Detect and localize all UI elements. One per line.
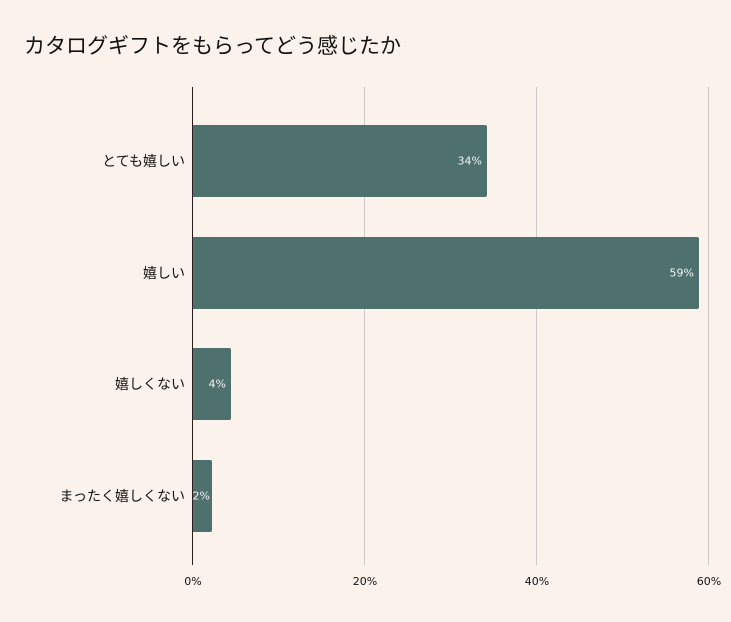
category-label: 嬉しくない [115,377,185,393]
x-tick-label: 40% [524,575,550,588]
plot-area: 34% 59% 4% 2% [192,87,709,565]
bar-happy: 59% [193,237,699,309]
bar-not-at-all-happy: 2% [193,460,212,532]
x-tick-label: 20% [352,575,378,588]
x-tick-label: 0% [184,575,202,588]
bar-not-happy: 4% [193,348,231,420]
category-label: まったく嬉しくない [59,489,185,505]
gridline-40 [536,87,537,565]
y-axis-line [192,87,193,565]
category-label: とても嬉しい [102,154,185,170]
bar-value-label: 2% [192,489,210,503]
gridline-20 [364,87,365,565]
bar-value-label: 59% [669,266,694,280]
bar-very-happy: 34% [193,125,487,197]
bar-value-label: 34% [457,154,482,168]
category-label: 嬉しい [143,266,185,282]
bar-value-label: 4% [208,377,226,391]
chart-title: カタログギフトをもらってどう感じたか [24,34,401,58]
gridline-60 [708,87,709,565]
x-tick-label: 60% [696,575,722,588]
